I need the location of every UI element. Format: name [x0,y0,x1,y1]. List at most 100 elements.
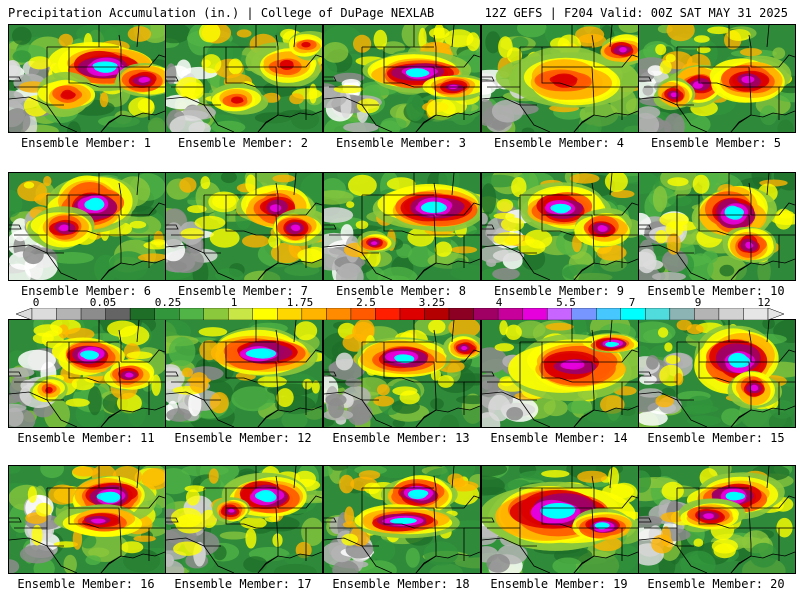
ensemble-member-map [165,319,323,428]
color-scale-bin [522,308,548,320]
ensemble-member-label: Ensemble Member: 18 [332,577,470,591]
color-scale-bin [228,308,254,320]
color-scale-tick-label: 7 [628,296,636,309]
ensemble-member-map [8,172,166,281]
color-scale-bin [596,308,622,320]
ensemble-member-label: Ensemble Member: 14 [490,431,628,445]
color-scale-bin [80,308,106,320]
color-scale-bin [31,308,57,320]
precipitation-map [166,320,322,427]
product-title: Precipitation Accumulation (in.) | Colle… [8,6,435,20]
precipitation-map [639,25,795,132]
precipitation-map [166,466,322,573]
precipitation-map [324,466,480,573]
color-scale-bin [547,308,572,320]
ensemble-member-map [481,465,639,574]
ensemble-member-label: Ensemble Member: 2 [177,136,309,150]
color-scale-bin [694,308,720,320]
ensemble-member-map [481,319,639,428]
ensemble-member-label: Ensemble Member: 12 [174,431,312,445]
precipitation-map [639,173,795,280]
ensemble-member-map [8,465,166,574]
ensemble-member-label: Ensemble Member: 6 [20,284,152,298]
color-scale-bin [178,308,204,320]
precipitation-map [482,25,638,132]
color-scale-bin [203,308,229,320]
ensemble-member-map [323,172,481,281]
ensemble-member-map [165,172,323,281]
color-scale-bin [326,308,352,320]
color-scale-tick-label: 12 [757,296,771,309]
ensemble-member-label: Ensemble Member: 11 [17,431,155,445]
ensemble-member-map [165,465,323,574]
ensemble-member-label: Ensemble Member: 9 [493,284,625,298]
ensemble-member-map [8,24,166,133]
color-scale-tick-label: 0.25 [154,296,182,309]
color-scale-bin [497,308,523,320]
precipitation-color-scale [16,308,784,320]
color-scale-bin [105,308,131,320]
ensemble-member-map [323,465,481,574]
precipitation-map [639,320,795,427]
ensemble-member-label: Ensemble Member: 5 [650,136,782,150]
color-scale-bin [645,308,671,320]
precipitation-map [9,25,165,132]
color-scale-bin [620,308,646,320]
ensemble-member-map [481,172,639,281]
precipitation-map [324,25,480,132]
ensemble-member-label: Ensemble Member: 17 [174,577,312,591]
color-scale-bin [301,308,327,320]
precipitation-map [9,466,165,573]
ensemble-member-label: Ensemble Member: 8 [335,284,467,298]
color-scale-tick-label: 5.5 [556,296,576,309]
ensemble-member-map [323,24,481,133]
ensemble-member-label: Ensemble Member: 10 [647,284,785,298]
ensemble-member-map [638,172,796,281]
color-scale-bin [669,308,695,320]
color-scale-bin [399,308,425,320]
ensemble-member-map [8,319,166,428]
color-scale-bin [743,308,769,320]
color-scale-tick-label: 0.05 [89,296,117,309]
precipitation-map [166,25,322,132]
color-scale-bin [424,308,450,320]
ensemble-member-map [165,24,323,133]
ensemble-member-label: Ensemble Member: 13 [332,431,470,445]
precipitation-map [9,173,165,280]
color-scale-bin [350,308,376,320]
ensemble-member-label: Ensemble Member: 1 [20,136,152,150]
color-scale-bin [277,308,303,320]
ensemble-member-label: Ensemble Member: 19 [490,577,628,591]
color-scale-bin [375,308,401,320]
color-scale-tick-label: 1.75 [286,296,314,309]
color-scale-bin [56,308,82,320]
precipitation-map [482,320,638,427]
model-run-info: 12Z GEFS | F204 Valid: 00Z SAT MAY 31 20… [484,6,788,20]
color-scale-tick-label: 1 [230,296,238,309]
ensemble-member-map [323,319,481,428]
precipitation-map [482,466,638,573]
ensemble-member-label: Ensemble Member: 3 [335,136,467,150]
color-scale-bin [154,308,180,320]
color-scale-bin [718,308,744,320]
ensemble-member-map [638,465,796,574]
color-scale-tick-label: 3.25 [418,296,446,309]
precipitation-map [166,173,322,280]
precipitation-map [324,173,480,280]
precipitation-map [9,320,165,427]
color-scale-bin [129,308,155,320]
color-scale-tick-label: 2.5 [356,296,376,309]
precipitation-map [482,173,638,280]
color-scale-tick-label: 4 [495,296,503,309]
color-scale-tick-label: 9 [694,296,702,309]
precipitation-map [324,320,480,427]
ensemble-member-label: Ensemble Member: 4 [493,136,625,150]
color-scale-bin [448,308,474,320]
ensemble-member-label: Ensemble Member: 15 [647,431,785,445]
color-scale-bin [473,308,499,320]
ensemble-member-label: Ensemble Member: 20 [647,577,785,591]
ensemble-member-map [481,24,639,133]
ensemble-member-map [638,24,796,133]
precipitation-map [639,466,795,573]
ensemble-member-map [638,319,796,428]
